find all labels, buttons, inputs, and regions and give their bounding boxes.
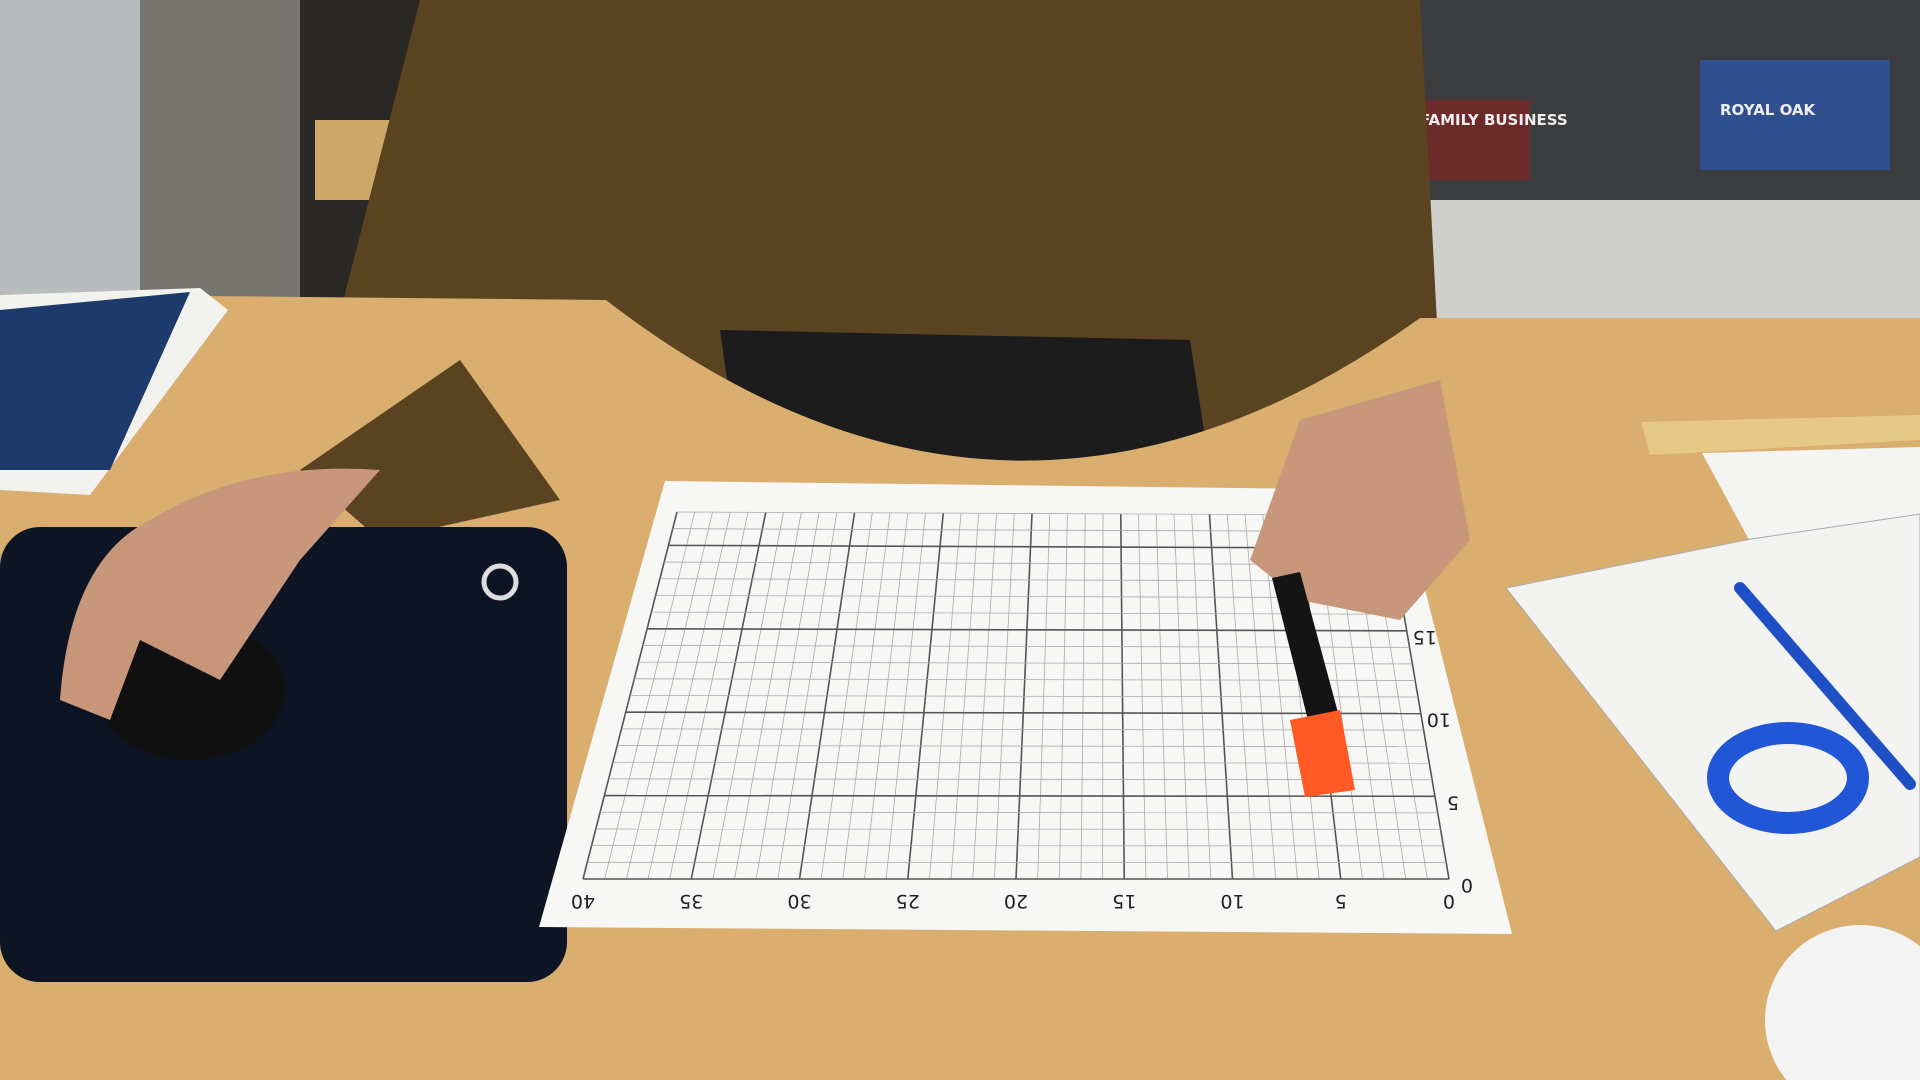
grid-line bbox=[604, 794, 1435, 798]
x-label: 35 bbox=[679, 890, 703, 912]
x-label: 15 bbox=[1112, 890, 1136, 912]
grid-line bbox=[634, 678, 1416, 681]
hand bbox=[60, 468, 380, 720]
y-label: 15 bbox=[1413, 626, 1437, 648]
grid-line bbox=[655, 595, 1402, 599]
grid-line bbox=[612, 761, 1430, 764]
hand bbox=[1250, 380, 1470, 620]
box-royal bbox=[1700, 60, 1890, 170]
pen bbox=[1734, 582, 1916, 790]
grid-line bbox=[617, 745, 1427, 748]
grid-line bbox=[625, 711, 1421, 715]
y-label: 10 bbox=[1427, 709, 1451, 731]
axis-labels: 40 35 30 25 20 15 10 5 00 5 10 15 bbox=[571, 626, 1473, 912]
grid-line bbox=[647, 627, 1407, 632]
grid-line bbox=[608, 778, 1433, 781]
grid-line bbox=[642, 645, 1410, 648]
grid-line bbox=[600, 811, 1438, 814]
sleeve bbox=[300, 360, 560, 540]
window bbox=[0, 0, 140, 300]
x-label: 25 bbox=[896, 890, 920, 912]
x-label: 10 bbox=[1220, 890, 1244, 912]
mouse bbox=[95, 620, 285, 760]
grid-line bbox=[621, 728, 1424, 731]
mug bbox=[1765, 925, 1920, 1080]
book-cover bbox=[0, 292, 190, 470]
grid-line bbox=[651, 611, 1404, 615]
highlighter-cap bbox=[1290, 710, 1355, 797]
shelf-label: FAMILY BUSINESS bbox=[1420, 111, 1568, 129]
grid-line bbox=[638, 661, 1413, 665]
x-label: 20 bbox=[1004, 890, 1028, 912]
x-label: 0 bbox=[1443, 890, 1455, 912]
tape bbox=[1707, 722, 1869, 834]
highlighter bbox=[1272, 572, 1340, 728]
graph-paper bbox=[539, 481, 1512, 934]
ruler bbox=[1641, 415, 1920, 455]
grid-line bbox=[629, 695, 1419, 698]
y-label: 0 bbox=[1461, 874, 1473, 896]
x-label: 5 bbox=[1335, 890, 1347, 912]
shelf-label: ROYAL OAK bbox=[1720, 101, 1817, 119]
x-label: 30 bbox=[787, 890, 811, 912]
mousepad-logo bbox=[481, 563, 519, 601]
y-label: 5 bbox=[1447, 791, 1459, 813]
x-label: 40 bbox=[571, 890, 595, 912]
